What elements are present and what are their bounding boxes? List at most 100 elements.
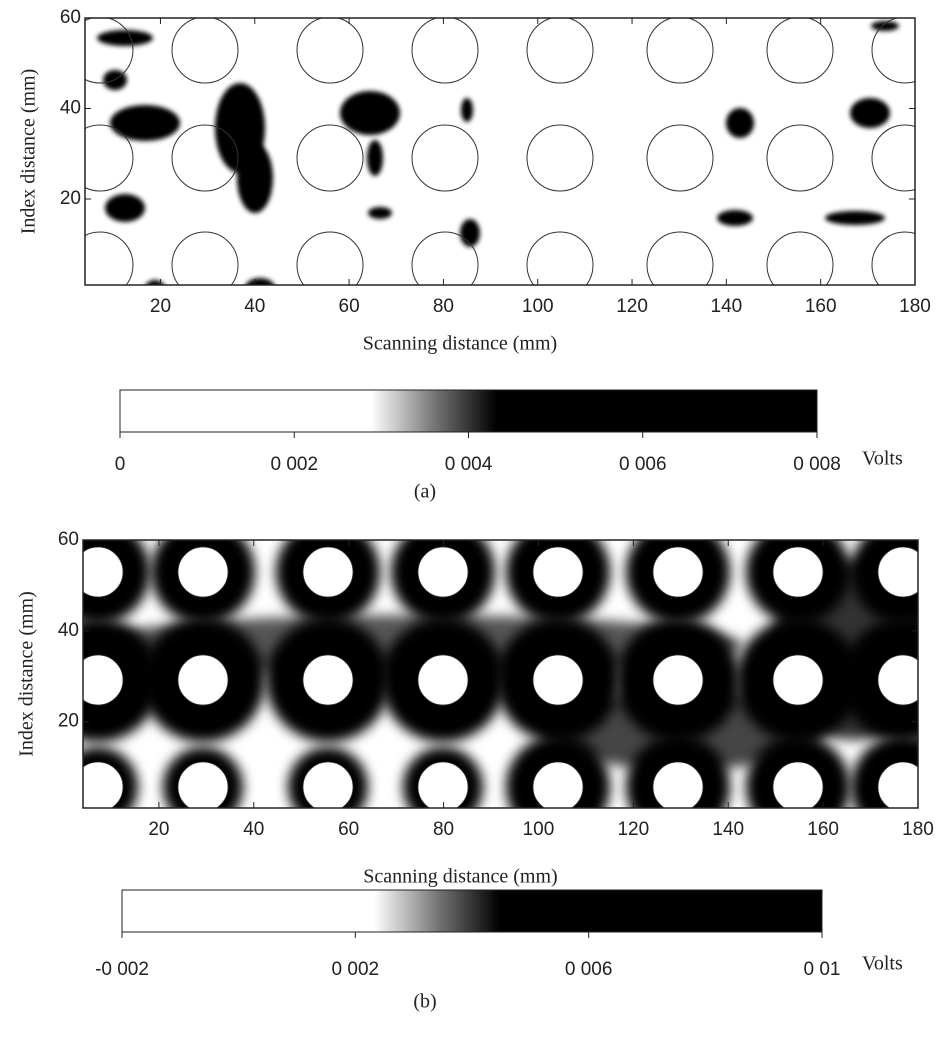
blob: [237, 143, 273, 213]
blob: [105, 194, 145, 222]
colorbar-tick-label: 0: [115, 454, 126, 475]
hole: [871, 18, 915, 84]
y-tick-label: 20: [60, 188, 81, 209]
hole: [83, 761, 124, 808]
blob: [340, 91, 400, 135]
hole: [302, 761, 354, 808]
y-axis-title: Index distance (mm): [18, 69, 40, 235]
hole: [526, 18, 594, 84]
x-tick-label: 60: [339, 296, 360, 317]
hole: [171, 231, 239, 285]
hole: [652, 546, 704, 598]
colorbar-tick-label: 0 008: [793, 454, 841, 475]
hole: [772, 761, 824, 808]
x-axis-title: Scanning distance (mm): [363, 866, 557, 888]
colorbar-tick-label: -0 002: [95, 959, 149, 980]
colorbar-tick-label: 0 006: [619, 454, 667, 475]
hole: [652, 654, 704, 706]
blob: [97, 30, 153, 46]
hole: [646, 18, 714, 84]
hole: [411, 231, 479, 285]
hole: [177, 654, 229, 706]
x-tick-label: 140: [711, 296, 743, 317]
x-tick-label: 20: [150, 296, 171, 317]
blob: [871, 21, 899, 31]
hole: [772, 546, 824, 598]
blob: [461, 98, 473, 122]
hole: [296, 231, 364, 285]
x-tick-label: 120: [617, 819, 649, 840]
hole: [302, 654, 354, 706]
hole: [302, 546, 354, 598]
hole: [417, 761, 469, 808]
blob: [110, 105, 180, 141]
blob: [726, 108, 754, 138]
x-tick-label: 180: [899, 296, 931, 317]
x-tick-label: 120: [616, 296, 648, 317]
blob: [717, 210, 753, 226]
colorbar-label: Volts: [862, 448, 903, 470]
blob: [825, 211, 885, 225]
x-tick-label: 160: [807, 819, 839, 840]
hole: [646, 231, 714, 285]
hole: [296, 124, 364, 192]
y-tick-label: 60: [58, 529, 79, 550]
x-tick-label: 60: [338, 819, 359, 840]
hole: [766, 231, 834, 285]
hole: [871, 124, 915, 192]
x-tick-label: 140: [712, 819, 744, 840]
heatmap: [83, 540, 918, 808]
plot-bg: [85, 18, 915, 285]
blob: [850, 98, 890, 128]
plot-frame: [84, 17, 916, 286]
hole: [871, 231, 915, 285]
x-tick-label: 20: [148, 819, 169, 840]
hole: [83, 546, 124, 598]
hole: [85, 18, 134, 84]
hole: [296, 18, 364, 84]
hole: [83, 654, 124, 706]
hole: [652, 761, 704, 808]
hole: [772, 654, 824, 706]
x-tick-label: 180: [902, 819, 934, 840]
hole: [766, 18, 834, 84]
hole: [532, 654, 584, 706]
caption: (b): [413, 991, 436, 1013]
colorbar-tick-label: 0 004: [445, 454, 493, 475]
colorbar-label: Volts: [862, 953, 903, 975]
x-tick-label: 40: [243, 819, 264, 840]
blob: [245, 278, 275, 285]
x-tick-label: 80: [433, 296, 454, 317]
plot-frame: [82, 539, 919, 809]
blob: [368, 207, 392, 219]
x-tick-label: 100: [523, 819, 555, 840]
hole: [177, 761, 229, 808]
hole: [417, 546, 469, 598]
x-tick-label: 80: [433, 819, 454, 840]
hole: [526, 231, 594, 285]
hole: [532, 761, 584, 808]
hole: [766, 124, 834, 192]
blob: [145, 280, 165, 285]
colorbar-tick-label: 0 01: [804, 959, 841, 980]
x-tick-label: 40: [244, 296, 265, 317]
hole: [85, 231, 134, 285]
hole: [177, 546, 229, 598]
y-tick-label: 40: [58, 620, 79, 641]
hole: [877, 761, 918, 808]
y-tick-label: 60: [60, 7, 81, 28]
colorbar: [121, 889, 823, 933]
blob: [367, 140, 383, 176]
hole: [411, 124, 479, 192]
hole: [85, 124, 134, 192]
y-tick-label: 20: [58, 711, 79, 732]
hole: [526, 124, 594, 192]
x-tick-label: 160: [805, 296, 837, 317]
y-tick-label: 40: [60, 98, 81, 119]
x-axis-title: Scanning distance (mm): [363, 333, 557, 355]
colorbar-tick-label: 0 002: [332, 959, 380, 980]
x-tick-label: 100: [522, 296, 554, 317]
hole: [877, 654, 918, 706]
colorbar: [119, 389, 818, 433]
